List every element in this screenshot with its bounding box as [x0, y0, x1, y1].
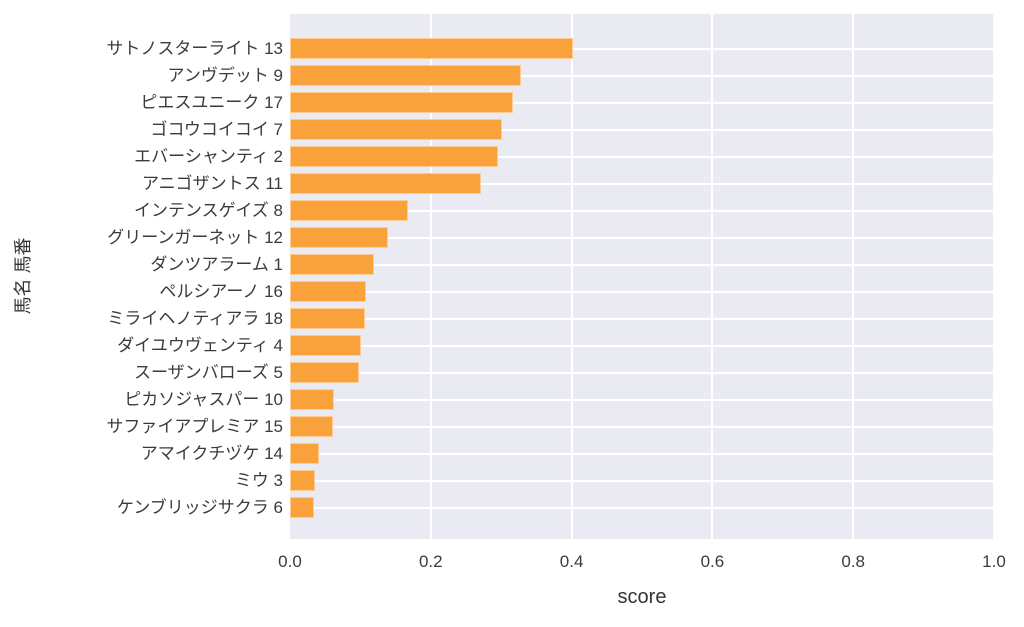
y-tick-label: アニゴザントス 11 — [141, 173, 283, 193]
bar — [290, 173, 481, 194]
h-gridline — [290, 317, 994, 320]
v-gridline — [711, 14, 714, 539]
y-tick-label: アンヴデット 9 — [167, 65, 284, 85]
bar — [290, 389, 335, 410]
h-gridline — [290, 371, 994, 374]
h-gridline — [290, 74, 994, 77]
y-tick-label: ピエスユニーク 17 — [140, 92, 283, 112]
y-tick-label: グリーンガーネット 12 — [107, 227, 283, 247]
y-tick-label: エバーシャンティ 2 — [134, 146, 283, 166]
y-tick-label: ピカソジャスパー 10 — [124, 389, 283, 409]
h-gridline — [290, 290, 994, 293]
y-tick-label: アマイクチヅケ 14 — [140, 443, 283, 463]
bar — [290, 119, 502, 140]
x-tick-label: 1.0 — [982, 552, 1006, 571]
x-tick-label: 0.8 — [841, 552, 865, 571]
h-gridline — [290, 155, 994, 158]
y-tick-label: ゴコウコイコイ 7 — [150, 119, 284, 139]
bar — [290, 308, 365, 329]
y-tick-label: ケンブリッジサクラ 6 — [116, 497, 283, 517]
bar — [290, 281, 367, 302]
h-gridline — [290, 506, 994, 509]
bar — [290, 335, 362, 356]
plot-area — [290, 14, 995, 539]
bar — [290, 416, 333, 437]
h-gridline — [290, 101, 994, 104]
v-gridline — [429, 14, 432, 539]
bar — [290, 227, 388, 248]
y-tick-label: サトノスターライト 13 — [106, 38, 283, 58]
x-tick-label: 0.2 — [418, 552, 443, 571]
bar — [290, 497, 314, 518]
h-gridline — [290, 398, 994, 401]
v-gridline — [852, 14, 855, 539]
bar — [290, 200, 408, 221]
h-gridline — [290, 479, 994, 482]
h-gridline — [290, 47, 994, 50]
x-tick-label: 0.4 — [559, 552, 584, 571]
h-gridline — [290, 209, 994, 212]
x-tick-label: 0.0 — [278, 552, 302, 571]
y-tick-label: サファイアプレミア 15 — [106, 416, 283, 436]
x-tick-label: 0.6 — [700, 552, 725, 571]
y-tick-label: ミライヘノティアラ 18 — [107, 308, 283, 328]
h-gridline — [290, 263, 994, 266]
bar — [290, 92, 514, 113]
y-tick-label: インテンスゲイズ 8 — [134, 200, 283, 220]
v-gridline — [570, 14, 573, 539]
bar — [290, 443, 319, 464]
v-gridline — [993, 14, 995, 539]
bar — [290, 254, 374, 275]
y-tick-label: ダンツアラーム 1 — [150, 254, 283, 274]
bar — [290, 38, 573, 59]
y-tick-label: ミウ 3 — [234, 470, 283, 490]
bar — [290, 470, 316, 491]
bar — [290, 65, 521, 86]
bar — [290, 146, 499, 167]
y-tick-label: ペルシアーノ 16 — [159, 281, 283, 301]
h-gridline — [290, 182, 994, 185]
x-axis-label: score — [617, 586, 667, 608]
y-tick-label: ダイユウヴェンティ 4 — [117, 335, 283, 355]
h-gridline — [290, 344, 994, 347]
bar — [290, 362, 359, 383]
h-gridline — [290, 128, 994, 131]
y-axis-label: 馬名 馬番 — [13, 237, 33, 315]
h-gridline — [290, 452, 994, 455]
y-tick-label: スーザンバローズ 5 — [134, 362, 283, 382]
h-gridline — [290, 236, 994, 239]
h-gridline — [290, 425, 994, 428]
